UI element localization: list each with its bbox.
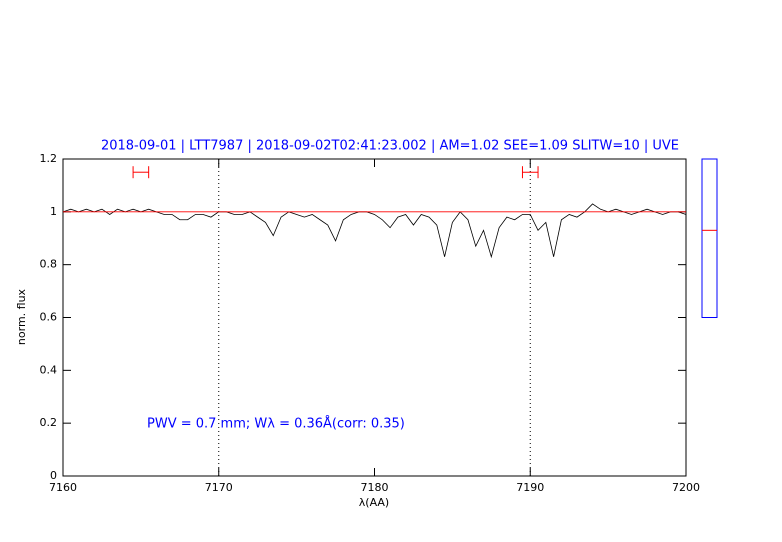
y-tick-label: 0 bbox=[50, 469, 57, 482]
x-axis-label: λ(AA) bbox=[359, 496, 389, 509]
side-bar bbox=[701, 158, 718, 318]
x-tick-label: 7190 bbox=[516, 481, 544, 494]
y-tick-label: 0.2 bbox=[40, 416, 58, 429]
x-tick-label: 7180 bbox=[361, 481, 389, 494]
y-tick-label: 0.4 bbox=[40, 363, 58, 376]
x-tick-label: 7160 bbox=[49, 481, 77, 494]
y-tick-label: 0.6 bbox=[40, 311, 58, 324]
x-tick-label: 7170 bbox=[205, 481, 233, 494]
y-tick-label: 1.2 bbox=[40, 152, 58, 165]
chart-title: 2018-09-01 | LTT7987 | 2018-09-02T02:41:… bbox=[101, 139, 679, 154]
x-tick-label: 7200 bbox=[672, 481, 700, 494]
y-axis-label: norm. flux bbox=[15, 288, 28, 345]
annotation: PWV = 0.7 mm; Wλ = 0.36Å(corr: 0.35) bbox=[147, 416, 405, 432]
y-tick-label: 0.8 bbox=[40, 258, 58, 271]
y-tick-label: 1 bbox=[50, 205, 57, 218]
spectrum-line bbox=[62, 203, 687, 259]
